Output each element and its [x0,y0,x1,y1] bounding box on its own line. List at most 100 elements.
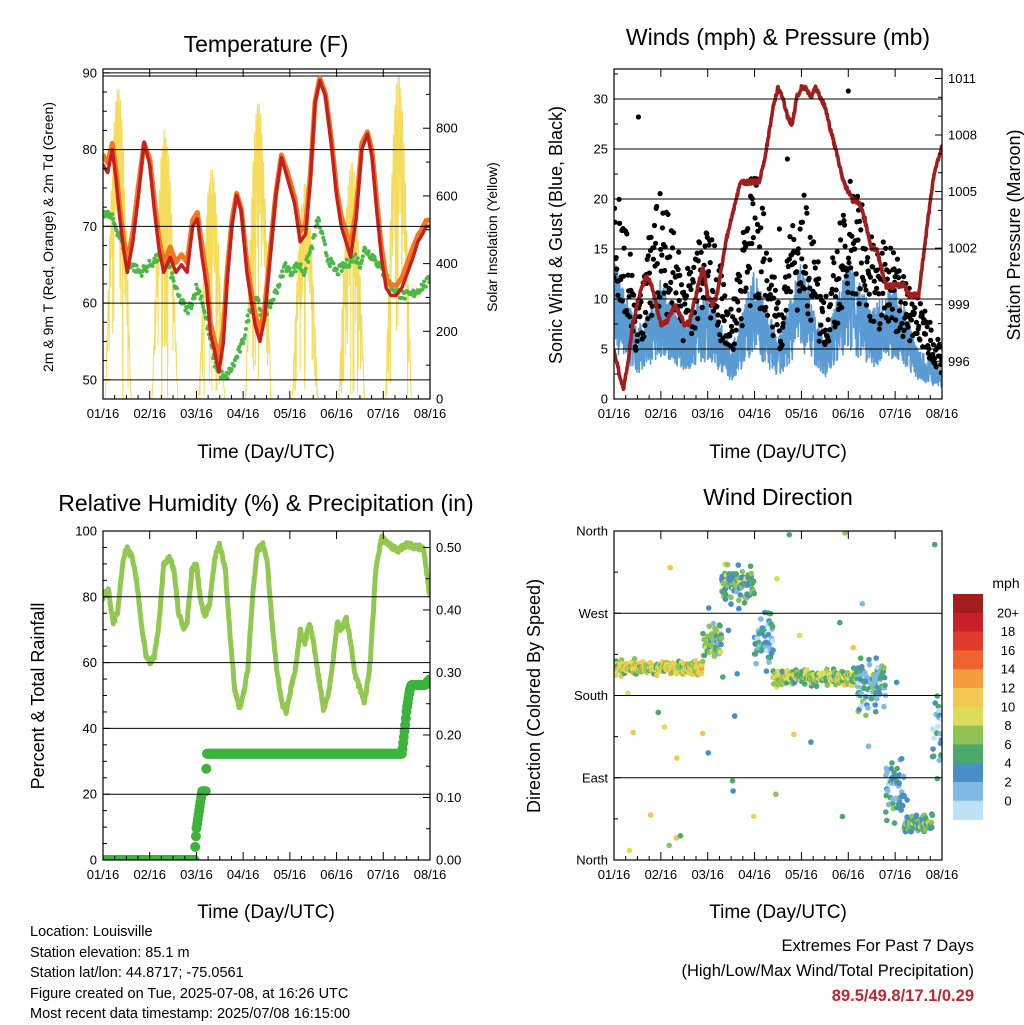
direction-point [705,605,712,611]
direction-point [700,630,706,637]
dewpoint-point [372,254,377,259]
dewpoint-point [243,327,248,331]
gust-point [905,324,911,330]
gust-point [752,215,758,221]
wind-ytick-label: 25 [594,142,608,157]
direction-point [935,703,942,710]
wind-title: Winds (mph) & Pressure (mb) [626,24,930,50]
gust-point [896,268,902,274]
dewpoint-point [324,253,329,258]
gust-point [705,268,712,275]
gust-point [690,279,696,285]
gust-point [648,234,654,240]
gust-point [853,271,859,277]
dewpoint-point [339,269,344,273]
direction-point [893,795,899,802]
gust-point [764,278,770,284]
temp-xtick-label: 01/16 [87,406,120,421]
gust-point [843,273,849,279]
direction-point [891,820,898,826]
gust-point [901,274,907,280]
gust-point [634,338,640,344]
gust-point [783,307,789,313]
gust-point [736,307,742,313]
direction-point [705,750,711,756]
gust-point [737,279,743,285]
gust-point [907,338,913,344]
dewpoint-point [116,231,121,235]
gust-point [671,230,677,236]
gust-point [635,114,642,120]
direction-point [723,591,729,598]
gust-point [662,244,668,250]
direction-point [766,659,772,665]
direction-point [674,755,680,761]
gust-point [694,250,700,256]
gust-point [655,290,661,296]
gust-point [756,295,762,301]
direction-point [850,644,856,651]
solar-insolation-line [103,74,430,399]
wind-ylabel: Sonic Wind & Gust (Blue, Black) [546,106,566,364]
temp-xtick-label: 05/16 [274,406,307,421]
gust-point [677,272,683,278]
wind-ytick-label: 10 [594,292,608,307]
gust-point [691,264,697,270]
dewpoint-point [320,231,325,236]
gust-point [758,269,764,275]
gust-point [908,317,915,323]
gust-point [771,274,777,280]
direction-point [666,842,672,849]
gust-point [830,255,836,261]
rh-ytick-right-label: 0.50 [436,540,461,555]
direction-point [759,646,765,653]
temperature-ylabel: 2m & 9m T (Red, Orange) & 2m Td (Green) [40,102,56,372]
gust-point [842,243,848,249]
dewpoint-point [245,313,250,318]
gust-point [816,338,822,344]
gust-point [937,353,942,359]
rh-ytick-label: 80 [83,589,97,604]
dewpoint-point [243,333,248,338]
gust-point [696,240,703,246]
direction-point [881,703,887,710]
gust-point [938,361,942,368]
gust-point [627,251,633,257]
gust-point [727,333,733,339]
dir-ytick-label: North [576,524,608,539]
direction-point [774,575,780,582]
gust-point [917,301,924,307]
wind-axes: 01/16 02/16 03/16 04/16 05/16 06/16 07/16 08/16… [594,68,977,421]
gust-point [659,225,666,231]
dewpoint-point [323,242,327,247]
temperature-data-layer [103,74,430,399]
dewpoint-point [366,249,371,254]
gust-point [840,212,847,218]
gust-point [832,324,838,330]
gust-point [659,252,665,258]
gust-point [914,330,920,336]
gust-point [835,320,841,326]
direction-point [737,592,744,598]
gust-point [801,192,807,198]
gust-point [855,237,861,243]
gust-point [707,260,713,266]
direction-point [718,635,725,641]
dewpoint-point [185,311,190,316]
gust-point [774,322,780,328]
direction-point [813,683,820,690]
dewpoint-point [328,264,332,269]
humidity-panel: Relative Humidity (%) & Precipitation (i… [28,490,474,923]
gust-point [829,286,835,292]
gust-point [779,342,785,348]
direction-point [857,655,864,661]
rh-ytick-right-label: 0.20 [436,727,461,742]
gust-point [807,285,813,291]
temp-ytick-right-label: 200 [436,324,458,339]
direction-point [655,709,662,716]
direction-point [741,600,748,606]
extremes-legend: (High/Low/Max Wind/Total Precipitation) [681,962,974,980]
gust-point [692,325,698,331]
gust-point [836,276,842,282]
